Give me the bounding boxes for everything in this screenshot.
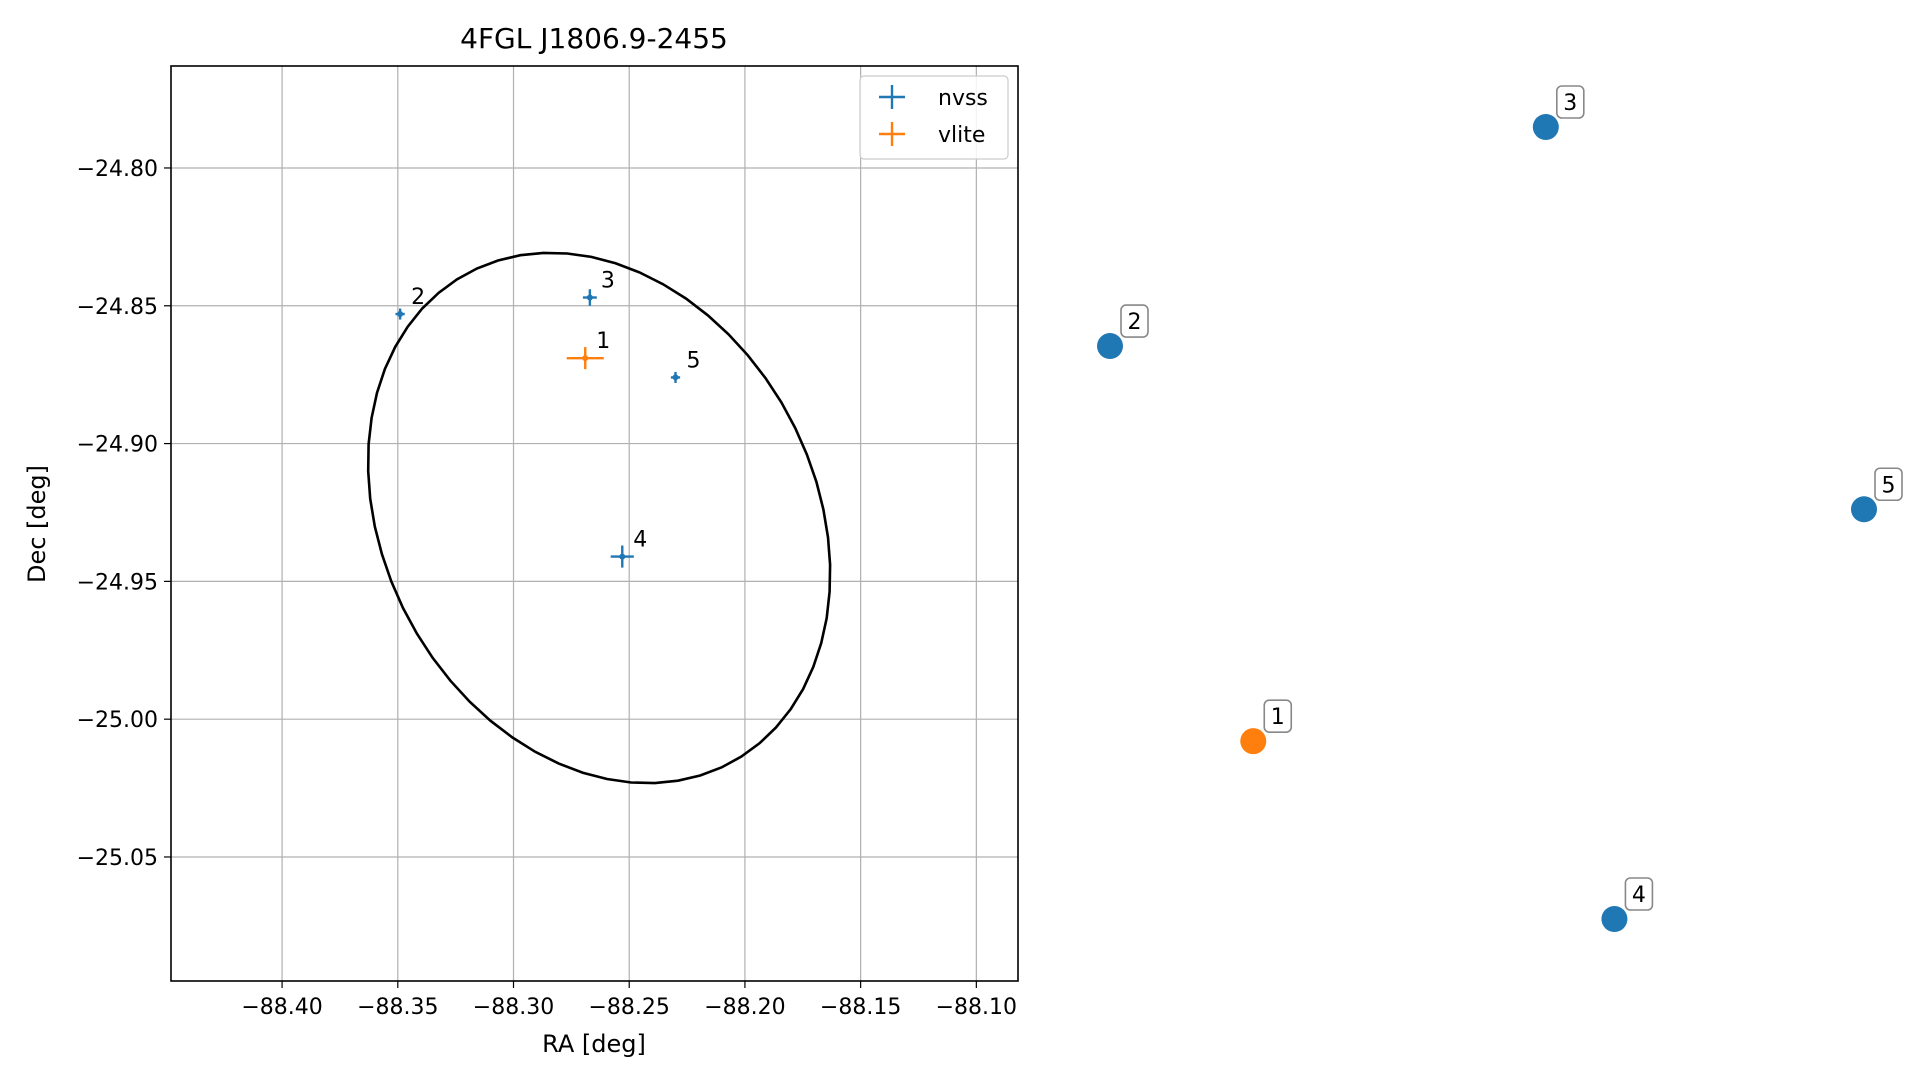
source-label: 2 [1128,310,1142,335]
legend: nvss vlite [859,75,1009,160]
source-marker-4: 4 [1601,877,1654,932]
data-points: 2 3 5 4 1 [395,269,700,568]
x-tick-label: −88.10 [936,995,1017,1020]
point-label: 4 [633,528,647,553]
x-tick-label: −88.35 [357,995,438,1020]
source-dot [1601,906,1628,932]
source-label: 5 [1882,473,1896,498]
nvss-point-5: 5 [670,348,700,383]
source-dot [1851,496,1877,523]
point-label: 5 [686,348,700,373]
legend-entry-vlite: vlite [879,122,985,148]
point-marker [672,374,679,381]
nvss-point-2: 2 [395,285,425,320]
source-marker-2: 2 [1097,304,1149,360]
y-tick-label: −24.85 [77,295,158,320]
x-axis-label: RA [deg] [542,1030,646,1058]
source-dot [1240,728,1267,755]
x-tick-label: −88.30 [473,995,554,1020]
error-ellipse [366,251,832,785]
x-tick-label: −88.20 [704,995,785,1020]
gridlines [171,66,1018,981]
y-tick-label: −25.05 [77,846,158,871]
vlite-point-1: 1 [566,329,610,370]
source-marker-5: 5 [1851,467,1903,523]
point-label: 3 [601,269,615,294]
point-label: 2 [411,285,425,310]
legend-entry-nvss: nvss [879,85,988,111]
source-label-box [1624,877,1654,911]
y-tick-label: −24.95 [77,570,158,595]
source-marker-3: 3 [1532,85,1585,140]
x-tick-label: −88.15 [820,995,901,1020]
x-tick-label: −88.40 [241,995,322,1020]
source-marker-1: 1 [1240,699,1293,755]
nvss-point-4: 4 [610,528,647,568]
source-map-panel: 2 3 5 1 4 [1097,85,1903,932]
legend-label: vlite [938,123,985,148]
source-dot [1532,114,1559,140]
source-dot [1097,333,1123,360]
source-label: 1 [1271,705,1285,730]
source-label-box [1263,699,1293,733]
localization-ellipse [366,251,832,785]
y-tick-label: −24.90 [77,433,158,458]
source-label-box [1556,85,1585,119]
point-marker [586,294,593,301]
y-tick-label: −24.80 [77,157,158,182]
source-label: 3 [1563,91,1577,116]
axis-ticks: −88.40 −88.35 −88.30 −88.25 −88.20 −88.15 −88.… [77,157,1017,1020]
point-marker [582,355,589,362]
y-axis-label: Dec [deg] [23,465,51,583]
x-tick-label: −88.25 [589,995,670,1020]
source-label-box [1874,467,1903,502]
source-label-box [1120,304,1149,338]
chart-title: 4FGL J1806.9-2455 [460,22,728,55]
point-label: 1 [596,329,610,354]
legend-label: nvss [938,86,988,111]
nvss-point-3: 3 [582,269,615,306]
legend-items: nvss vlite [879,85,988,148]
point-marker [619,553,626,560]
plot-frame [170,65,1019,982]
y-tick-label: −25.00 [77,708,158,733]
point-marker [397,311,404,318]
source-label: 4 [1632,883,1646,908]
